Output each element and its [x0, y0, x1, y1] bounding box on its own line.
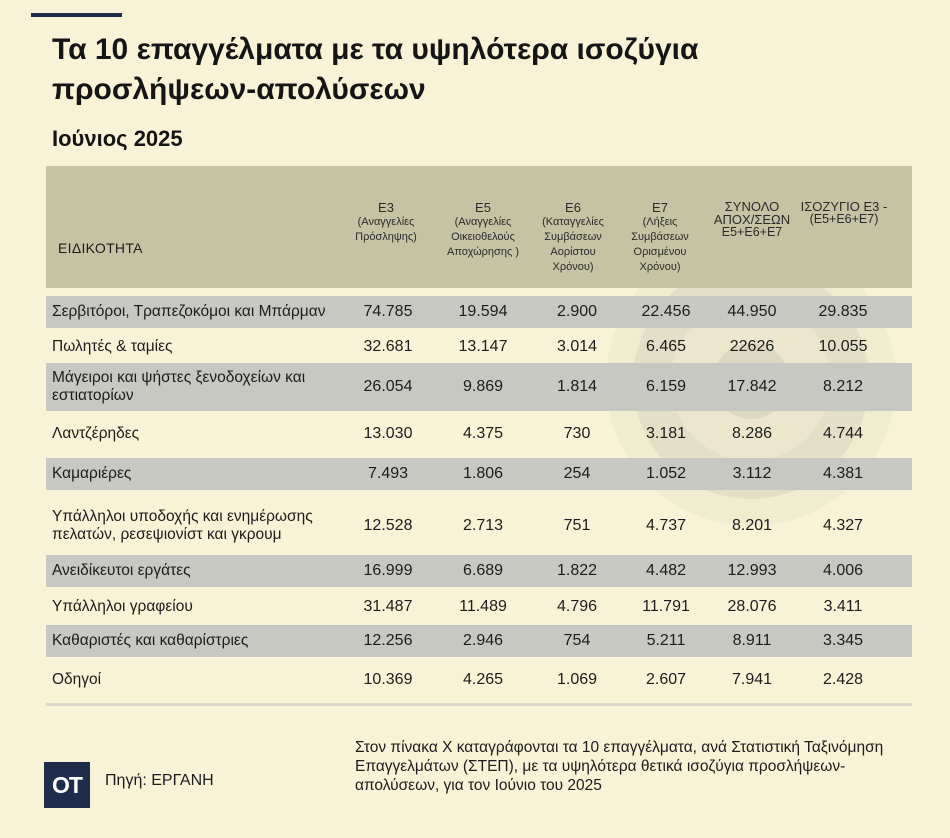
table-cell: 8.201	[731, 517, 773, 534]
table-cell: 6.689	[462, 562, 504, 579]
table-cell: 730	[563, 425, 591, 442]
table-cell: 74.785	[363, 303, 413, 320]
table-cell: 13.030	[363, 425, 413, 442]
table-cell: 12.256	[363, 632, 413, 649]
brand-logo: ΟΤ	[44, 762, 90, 808]
table-row: Υπάλληλοι υποδοχής και ενημέρωσης πελατώ…	[46, 500, 912, 552]
row-label: Καθαριστές και καθαρίστριες	[52, 632, 249, 649]
table-cell: 12.993	[727, 562, 777, 579]
table-cell: 31.487	[363, 598, 413, 615]
table-cell: 11.489	[459, 598, 507, 615]
column-header-e7: Ε7 (Λήξεις Συμβάσεων Ορισμένου Χρόνου)	[631, 200, 689, 273]
column-header-total: ΣΥΝΟΛΟ ΑΠΟΧ/ΣΕΩΝ Ε5+Ε6+Ε7	[713, 199, 791, 239]
table-cell: 16.999	[363, 562, 413, 579]
table-cell: 32.681	[363, 338, 413, 355]
column-header-e3: Ε3 (Αναγγελίες Πρόσληψης)	[355, 200, 417, 243]
table-cell: 254	[563, 465, 591, 482]
table-row: Σερβιτόροι, Τραπεζοκόμοι και Μπάρμαν 74.7…	[46, 296, 912, 328]
row-label: Λαντζέρηδες	[52, 425, 140, 442]
table-row: Οδηγοί 10.369 4.265 1.069 2.607 7.941 2.428	[46, 663, 912, 697]
row-label: Πωλητές & ταμίες	[52, 338, 173, 355]
column-header-balance: ΙΣΟΖΥΓΙΟ Ε3 - (Ε5+Ε6+Ε7)	[800, 199, 888, 226]
table-cell: 1.806	[462, 465, 504, 482]
table-cell: 1.052	[645, 465, 687, 482]
table-row: Λαντζέρηδες 13.030 4.375 730 3.181 8.286 4.744	[46, 413, 912, 455]
row-label: Σερβιτόροι, Τραπεζοκόμοι και Μπάρμαν	[52, 303, 326, 320]
table-cell: 751	[563, 517, 591, 534]
table-cell: 1.069	[556, 671, 598, 688]
table-cell: 11.791	[642, 598, 690, 615]
table-cell: 8.286	[731, 425, 773, 442]
table-cell: 4.375	[462, 425, 504, 442]
table-cell: 4.006	[822, 562, 864, 579]
row-label: Υπάλληλοι γραφείου	[52, 598, 193, 615]
source-note: Πηγή: ΕΡΓΑΝΗ	[105, 772, 214, 789]
table-cell: 19.594	[458, 303, 508, 320]
page-subtitle: Ιούνιος 2025	[52, 126, 183, 151]
table-cell: 4.744	[822, 425, 864, 442]
table-cell: 4.381	[822, 465, 864, 482]
column-header-e5: Ε5 (Αναγγελίες Οικειοθελούς Αποχώρησης )	[447, 200, 519, 258]
table-cell: 7.493	[367, 465, 409, 482]
table-cell: 22626	[729, 338, 775, 355]
table-cell: 5.211	[646, 632, 686, 649]
accent-rule	[31, 13, 122, 17]
table-cell: 4.737	[645, 517, 687, 534]
table-header: ΕΙΔΙΚΟΤΗΤΑ Ε3 (Αναγγελίες Πρόσληψης) Ε5 …	[46, 166, 912, 288]
table-cell: 2.428	[822, 671, 864, 688]
table-row: Πωλητές & ταμίες 32.681 13.147 3.014 6.465 22…	[46, 332, 912, 362]
table-cell: 29.835	[818, 303, 868, 320]
table-cell: 6.465	[645, 338, 687, 355]
table-cell: 10.055	[818, 338, 868, 355]
table-cell: 17.842	[727, 378, 777, 395]
table-cell: 2.946	[462, 632, 504, 649]
table-row: Μάγειροι και ψήστες ξενοδοχείων και εστι…	[46, 363, 912, 411]
page-title: Τα 10 επαγγέλματα με τα υψηλότερα ισοζύγ…	[52, 33, 699, 106]
table-cell: 3.411	[823, 598, 863, 615]
table-cell: 9.869	[462, 378, 504, 395]
footnote: Στον πίνακα Χ καταγράφονται τα 10 επαγγέ…	[355, 739, 884, 794]
table-cell: 12.528	[363, 517, 413, 534]
column-header-specialty: ΕΙΔΙΚΟΤΗΤΑ	[58, 240, 143, 256]
table-cell: 22.456	[641, 303, 691, 320]
table-cell: 2.607	[645, 671, 687, 688]
table-cell: 3.014	[556, 338, 598, 355]
table-cell: 4.482	[645, 562, 687, 579]
row-label: Μάγειροι και ψήστες ξενοδοχείων και εστι…	[52, 369, 306, 404]
table-cell: 2.900	[556, 303, 598, 320]
table-row: Καθαριστές και καθαρίστριες 12.256 2.946 75…	[46, 625, 912, 657]
table-cell: 2.713	[462, 517, 504, 534]
column-header-e6: Ε6 (Καταγγελίες Συμβάσεων Αορίστου Χρόνο…	[542, 200, 604, 273]
row-label: Υπάλληλοι υποδοχής και ενημέρωσης πελατώ…	[52, 508, 313, 543]
data-table: ΕΙΔΙΚΟΤΗΤΑ Ε3 (Αναγγελίες Πρόσληψης) Ε5 …	[46, 166, 912, 706]
table-cell: 8.911	[732, 632, 772, 649]
table-row: Ανειδίκευτοι εργάτες 16.999 6.689 1.822 4.48…	[46, 555, 912, 587]
table-cell: 1.822	[556, 562, 598, 579]
table-cell: 4.796	[556, 598, 598, 615]
row-label: Καμαριέρες	[52, 465, 132, 482]
table-cell: 28.076	[727, 598, 777, 615]
table-cell: 44.950	[727, 303, 777, 320]
table-cell: 3.345	[822, 632, 864, 649]
table-cell: 26.054	[363, 378, 413, 395]
row-label: Οδηγοί	[52, 671, 102, 688]
table-cell: 4.327	[822, 517, 864, 534]
table-cell: 4.265	[462, 671, 504, 688]
table-cell: 7.941	[731, 671, 773, 688]
table-row: Υπάλληλοι γραφείου 31.487 11.489 4.796 11.79…	[46, 591, 912, 623]
row-label: Ανειδίκευτοι εργάτες	[52, 562, 191, 579]
table-cell: 3.181	[645, 425, 687, 442]
table-cell: 3.112	[732, 465, 772, 482]
table-cell: 8.212	[822, 378, 864, 395]
table-row: Καμαριέρες 7.493 1.806 254 1.052 3.112 4.381	[46, 458, 912, 490]
table-cell: 1.814	[556, 378, 598, 395]
table-cell: 754	[563, 632, 591, 649]
table-cell: 13.147	[458, 338, 508, 355]
table-cell: 10.369	[363, 671, 413, 688]
table-bottom-rule	[46, 703, 912, 706]
table-cell: 6.159	[645, 378, 687, 395]
